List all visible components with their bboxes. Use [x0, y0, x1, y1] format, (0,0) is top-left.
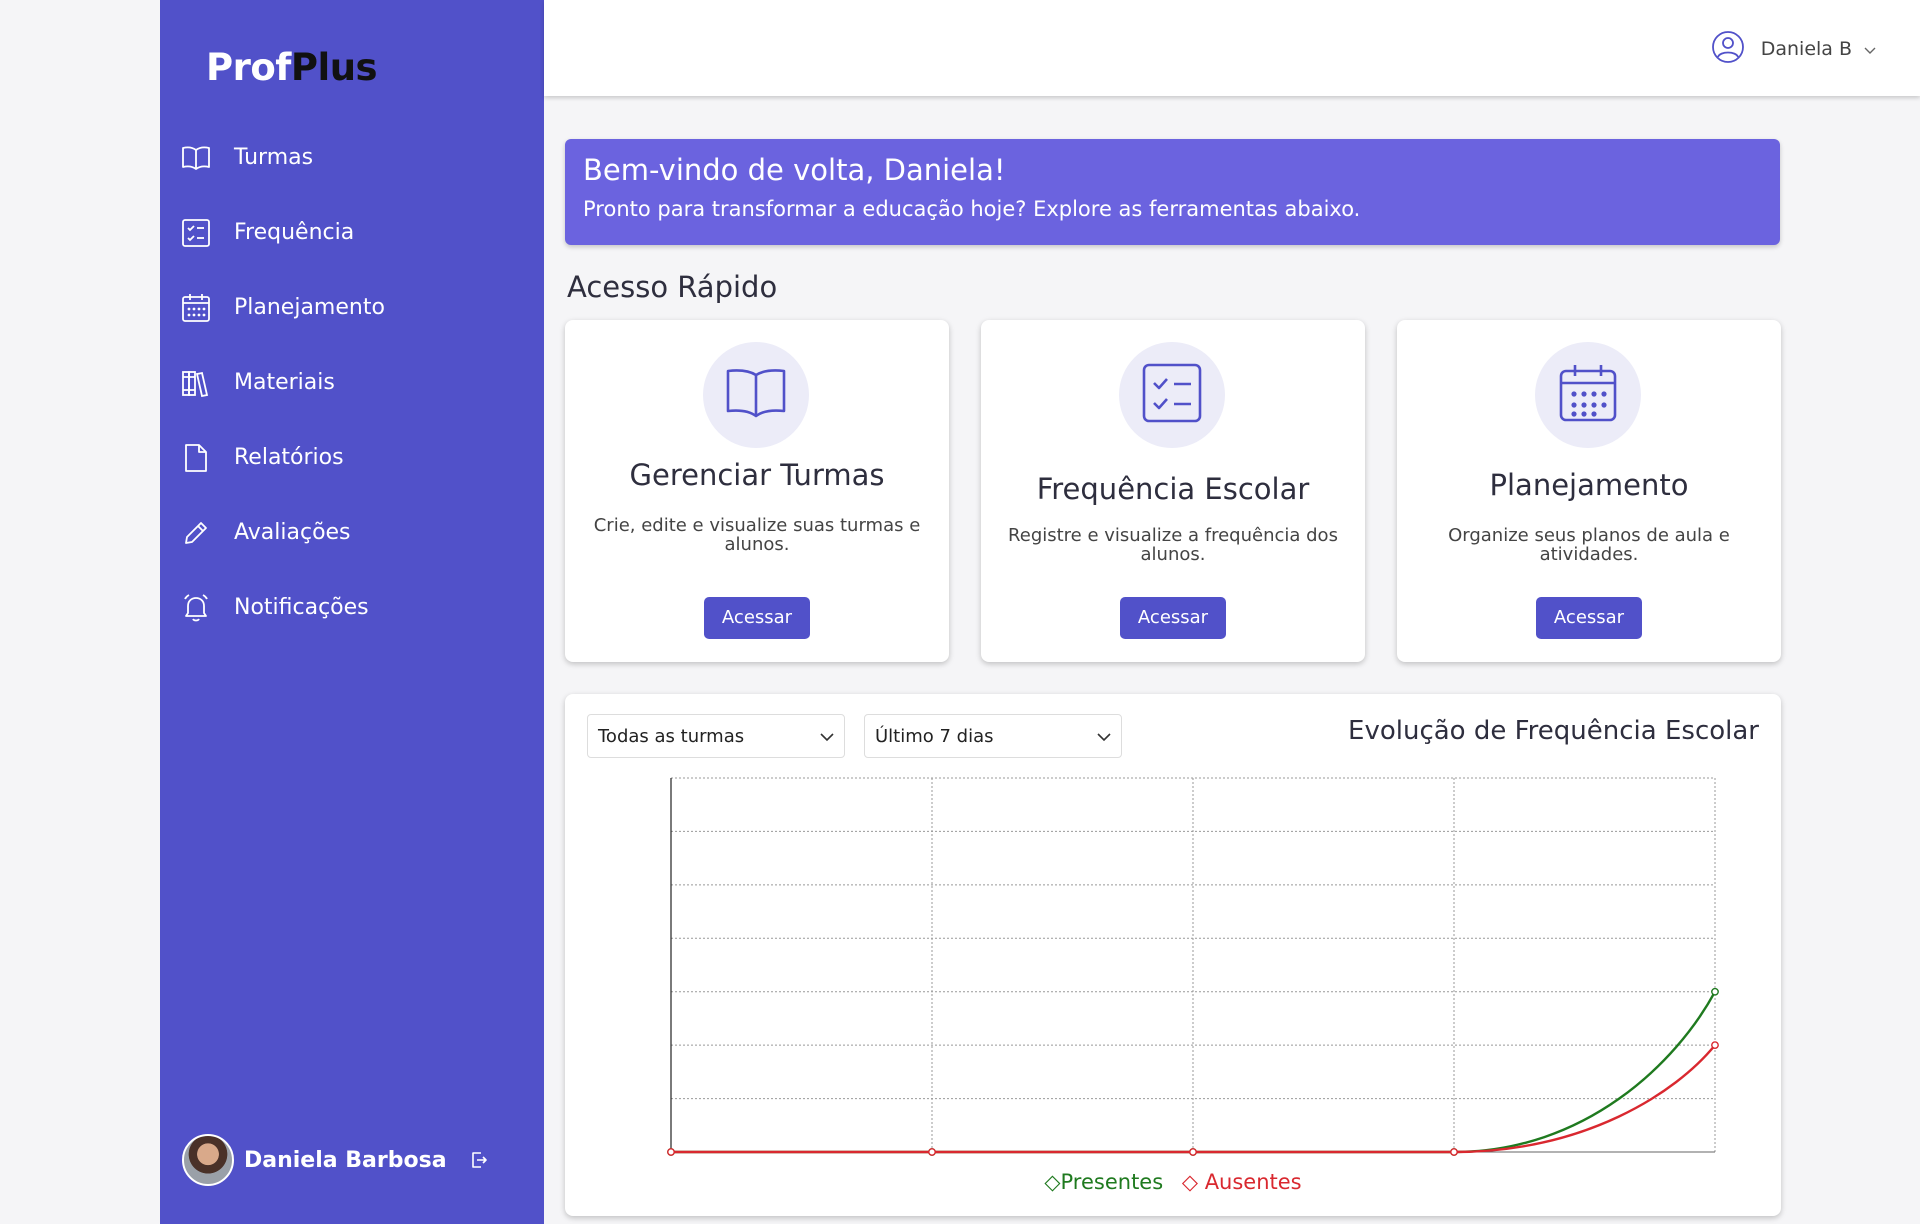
quick-access-title: Acesso Rápido: [567, 270, 778, 304]
card-frequencia-escolar: Frequência Escolar Registre e visualize …: [981, 320, 1365, 662]
sidebar-item-planejamento[interactable]: Planejamento: [180, 270, 524, 345]
welcome-banner: Bem-vindo de volta, Daniela! Pronto para…: [565, 139, 1780, 245]
user-menu[interactable]: Daniela B: [1711, 30, 1876, 68]
sidebar-user-name: Daniela Barbosa: [244, 1147, 447, 1173]
chart-legend: ◇Presentes ◇ Ausentes: [565, 1170, 1781, 1194]
data-point-ausentes: [928, 1148, 936, 1156]
card-title: Planejamento: [1489, 468, 1689, 502]
calendar-icon: [1558, 363, 1618, 427]
checklist-icon: [1141, 362, 1203, 428]
chart-title: Evolução de Frequência Escolar: [1348, 716, 1759, 746]
pencil-icon: [180, 517, 212, 549]
sidebar-item-label: Planejamento: [234, 295, 385, 320]
app-logo[interactable]: ProfPlus: [206, 46, 378, 89]
sidebar-item-relatorios[interactable]: Relatórios: [180, 420, 524, 495]
card-icon-circle: [1535, 342, 1641, 448]
bell-icon: [180, 592, 212, 624]
data-point-ausentes: [1189, 1148, 1197, 1156]
legend-item-presentes[interactable]: ◇Presentes: [1044, 1170, 1164, 1194]
attendance-line-chart: [667, 777, 1719, 1156]
file-icon: [180, 442, 212, 474]
card-icon-circle: [1119, 342, 1225, 448]
legend-label: Ausentes: [1204, 1170, 1302, 1194]
checklist-icon: [180, 217, 212, 249]
sidebar-item-label: Frequência: [234, 220, 355, 245]
book-open-icon: [725, 365, 787, 425]
sidebar-item-notificacoes[interactable]: Notificações: [180, 570, 524, 645]
acessar-frequencia-button[interactable]: Acessar: [1120, 597, 1226, 639]
user-menu-label: Daniela B: [1760, 38, 1852, 60]
sidebar-item-turmas[interactable]: Turmas: [180, 120, 524, 195]
logo-part-plus: Plus: [290, 46, 378, 89]
sidebar: ProfPlus Turmas Frequência Planejamento …: [160, 0, 544, 1224]
sidebar-item-label: Avaliações: [234, 520, 351, 545]
card-title: Frequência Escolar: [1036, 472, 1310, 506]
user-circle-icon: [1711, 30, 1745, 68]
chevron-down-icon: [1097, 727, 1111, 746]
chevron-down-icon: [820, 727, 834, 746]
attendance-chart-card: Todas as turmas Último 7 dias Evolução d…: [565, 694, 1781, 1216]
sidebar-item-avaliacoes[interactable]: Avaliações: [180, 495, 524, 570]
card-description: Organize seus planos de aula e atividade…: [1448, 525, 1730, 565]
acessar-planejamento-button[interactable]: Acessar: [1536, 597, 1642, 639]
welcome-subtitle: Pronto para transformar a educação hoje?…: [583, 197, 1361, 221]
period-filter-value: Último 7 dias: [875, 725, 994, 747]
avatar[interactable]: [182, 1134, 234, 1186]
book-open-icon: [180, 142, 212, 174]
sidebar-nav: Turmas Frequência Planejamento Materiais…: [180, 120, 524, 645]
card-title: Gerenciar Turmas: [629, 458, 885, 492]
data-point-ausentes: [1711, 1041, 1719, 1050]
calendar-icon: [180, 292, 212, 324]
chevron-down-icon: [1864, 40, 1876, 59]
acessar-turmas-button[interactable]: Acessar: [704, 597, 810, 639]
class-filter-value: Todas as turmas: [598, 725, 745, 747]
legend-label: Presentes: [1060, 1170, 1164, 1194]
sidebar-user: Daniela Barbosa: [182, 1134, 489, 1186]
data-point-presentes: [1711, 987, 1719, 996]
logout-icon[interactable]: [469, 1150, 489, 1170]
logo-part-prof: Prof: [206, 46, 291, 89]
sidebar-item-label: Notificações: [234, 595, 369, 620]
sidebar-item-frequencia[interactable]: Frequência: [180, 195, 524, 270]
sidebar-item-materiais[interactable]: Materiais: [180, 345, 524, 420]
period-filter-select[interactable]: Último 7 dias: [864, 714, 1122, 758]
card-icon-circle: [703, 342, 809, 448]
class-filter-select[interactable]: Todas as turmas: [587, 714, 845, 758]
welcome-title: Bem-vindo de volta, Daniela!: [583, 153, 1006, 187]
card-gerenciar-turmas: Gerenciar Turmas Crie, edite e visualize…: [565, 320, 949, 662]
card-description: Registre e visualize a frequência dos al…: [1008, 525, 1338, 565]
sidebar-item-label: Turmas: [234, 145, 314, 170]
card-planejamento: Planejamento Organize seus planos de aul…: [1397, 320, 1781, 662]
card-description: Crie, edite e visualize suas turmas e al…: [593, 515, 921, 555]
top-bar: Daniela B: [544, 0, 1920, 96]
data-point-ausentes: [667, 1148, 675, 1156]
data-point-ausentes: [1450, 1148, 1458, 1156]
sidebar-item-label: Materiais: [234, 370, 335, 395]
sidebar-item-label: Relatórios: [234, 445, 344, 470]
library-icon: [180, 367, 212, 399]
legend-item-ausentes[interactable]: ◇ Ausentes: [1181, 1170, 1302, 1194]
